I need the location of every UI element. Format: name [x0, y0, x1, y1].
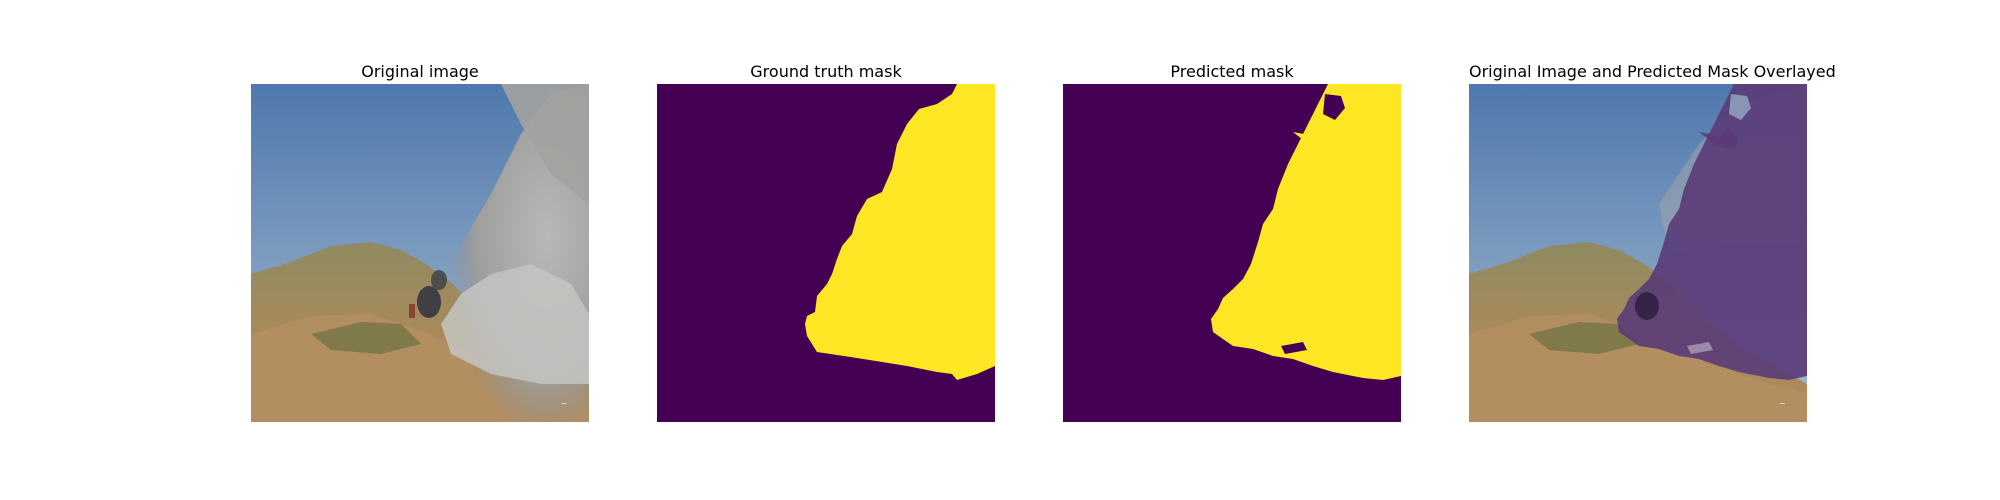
panel-title: Ground truth mask: [750, 62, 902, 81]
panel-predicted-mask: Predicted mask: [1063, 60, 1401, 422]
overlay-image: ~: [1469, 84, 1807, 422]
svg-text:~: ~: [561, 399, 568, 408]
ground-truth-mask: [657, 84, 995, 422]
svg-text:~: ~: [1779, 399, 1786, 408]
original-image: ~: [251, 84, 589, 422]
panel-overlay: Original Image and Predicted Mask Overla…: [1469, 60, 1836, 422]
panel-ground-truth-mask: Ground truth mask: [657, 60, 995, 422]
panel-original-image: Original image: [251, 60, 589, 422]
panel-title: Predicted mask: [1170, 62, 1294, 81]
panel-title: Original image: [361, 62, 479, 81]
panel-title: Original Image and Predicted Mask Overla…: [1469, 62, 1836, 81]
predicted-mask: [1063, 84, 1401, 422]
